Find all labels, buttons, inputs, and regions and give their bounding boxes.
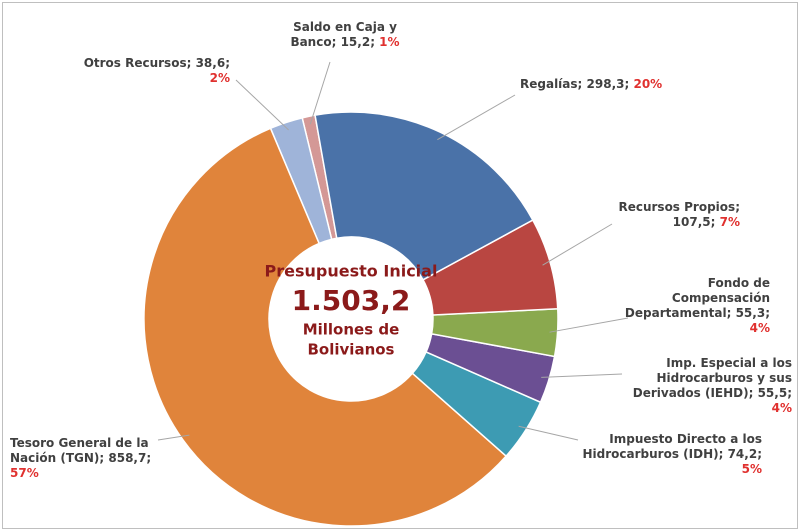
separator: ; (718, 447, 728, 461)
category-label: Regalías (520, 77, 578, 91)
separator: ; (735, 200, 740, 214)
separator: ; (331, 35, 341, 49)
separator: ; (710, 215, 720, 229)
value-label: 107,5 (672, 215, 711, 229)
slice (422, 219, 559, 316)
separator: ; (99, 451, 109, 465)
value-label: 55,3 (735, 306, 766, 320)
center-unit: Millones de (303, 321, 400, 339)
center-title: Presupuesto Inicial (265, 262, 438, 281)
slice (269, 116, 333, 245)
slice (314, 111, 534, 281)
separator: ; (757, 447, 762, 461)
slice-label: Imp. Especial a los Hidrocarburos y sus … (612, 356, 792, 416)
slice (411, 350, 542, 458)
separator: ; (225, 56, 230, 70)
separator: ; (577, 77, 587, 91)
percentage-label: 57% (10, 466, 39, 480)
leader-line (518, 425, 579, 441)
leader-line (235, 79, 289, 131)
value-label: 298,3 (586, 77, 625, 91)
percentage-label: 1% (379, 35, 400, 49)
leader-line (309, 61, 331, 125)
separator: ; (146, 451, 152, 465)
slice-label: Tesoro General de la Nación (TGN); 858,7… (10, 436, 165, 481)
slice (430, 308, 559, 358)
center-unit: Bolivianos (308, 341, 395, 359)
category-label: Imp. Especial a los Hidrocarburos y sus … (632, 356, 792, 400)
separator: ; (787, 386, 792, 400)
slice-label: Fondo de Compensación Departamental; 55,… (620, 276, 770, 336)
separator: ; (186, 56, 196, 70)
slice-label: Regalías; 298,3; 20% (520, 77, 670, 92)
leader-line (541, 373, 623, 378)
percentage-label: 20% (633, 77, 663, 91)
leader-line (542, 223, 613, 266)
separator: ; (748, 386, 758, 400)
category-label: Impuesto Directo a los Hidrocarburos (ID… (582, 432, 763, 461)
value-label: 74,2 (727, 447, 758, 461)
category-label: Otros Recursos (83, 56, 187, 70)
value-label: 858,7 (108, 451, 147, 465)
category-label: Saldo en Caja y Banco (290, 20, 397, 49)
separator: ; (624, 77, 634, 91)
separator: ; (726, 306, 736, 320)
slice-label: Recursos Propios; 107,5; 7% (600, 200, 740, 230)
slice-label: Impuesto Directo a los Hidrocarburos (ID… (572, 432, 763, 477)
percentage-label: 4% (771, 401, 792, 415)
separator: ; (765, 306, 770, 320)
category-label: Tesoro General de la Nación (TGN) (10, 436, 149, 465)
center-value: 1.503,2 (292, 284, 411, 317)
value-label: 55,5 (757, 386, 788, 400)
category-label: Fondo de Compensación Departamental (624, 276, 770, 320)
category-label: Recursos Propios (618, 200, 736, 214)
slice-label: Saldo en Caja y Banco; 15,2; 1% (270, 20, 420, 50)
separator: ; (370, 35, 380, 49)
slice-label: Otros Recursos; 38,6; 2% (80, 56, 230, 86)
percentage-label: 2% (209, 71, 230, 85)
percentage-label: 4% (749, 321, 770, 335)
percentage-label: 5% (741, 462, 762, 476)
value-label: 15,2 (340, 35, 371, 49)
leader-line (549, 317, 629, 333)
leader-line (437, 94, 516, 141)
value-label: 38,6 (195, 56, 226, 70)
leader-line (157, 434, 190, 441)
slice (143, 127, 508, 527)
percentage-label: 7% (719, 215, 740, 229)
